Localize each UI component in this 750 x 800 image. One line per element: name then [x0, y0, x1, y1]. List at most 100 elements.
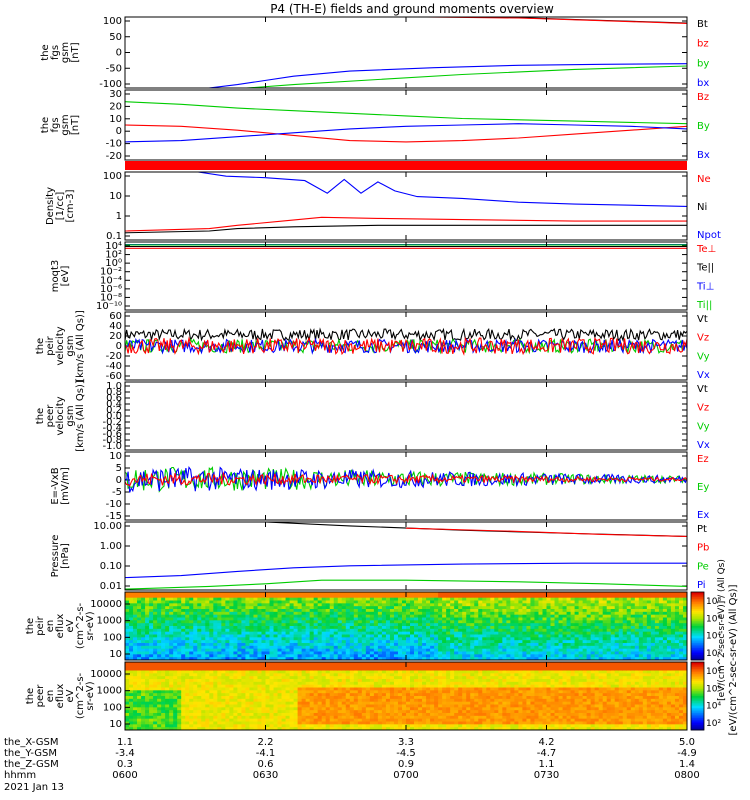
- heatmap-cell: [406, 645, 411, 650]
- heatmap-cell: [566, 617, 571, 621]
- heatmap-cell: [590, 606, 596, 610]
- heatmap-cell: [634, 606, 640, 610]
- heatmap-cell: [185, 648, 190, 652]
- heatmap-cell: [401, 620, 407, 624]
- heatmap-cell: [438, 651, 443, 655]
- heatmap-cell: [245, 679, 250, 683]
- heatmap-cell: [297, 628, 303, 633]
- heatmap-cell: [237, 643, 242, 647]
- heatmap-cell: [381, 645, 387, 650]
- heatmap-cell: [245, 623, 250, 627]
- heatmap-cell: [618, 597, 624, 601]
- heatmap-cell: [578, 626, 584, 630]
- heatmap-cell: [373, 597, 379, 601]
- heatmap-cell: [414, 600, 419, 604]
- heatmap-cell: [626, 640, 632, 644]
- heatmap-cell: [257, 623, 262, 627]
- heatmap-cell: [229, 673, 234, 677]
- heatmap-cell: [301, 640, 307, 644]
- heatmap-cell: [169, 673, 174, 677]
- heatmap-cell: [137, 609, 142, 613]
- heatmap-cell: [173, 620, 178, 624]
- heatmap-cell: [185, 713, 190, 717]
- heatmap-cell: [345, 645, 351, 650]
- heatmap-cell: [462, 597, 467, 601]
- heatmap-cell: [221, 718, 226, 722]
- heatmap-cell: [225, 592, 230, 596]
- heatmap-cell: [245, 673, 250, 677]
- heatmap-cell: [305, 648, 311, 652]
- heatmap-cell: [321, 696, 327, 700]
- heatmap-cell: [674, 603, 680, 607]
- heatmap-cell: [157, 696, 162, 700]
- heatmap-cell: [281, 614, 286, 618]
- heatmap-cell: [217, 611, 222, 616]
- heatmap-cell: [389, 592, 395, 596]
- heatmap-cell: [450, 628, 455, 633]
- heatmap-cell: [301, 727, 307, 731]
- heatmap-cell: [506, 606, 511, 610]
- heatmap-cell: [185, 654, 190, 658]
- heatmap-cell: [253, 701, 258, 705]
- heatmap-cell: [590, 654, 596, 658]
- heatmap-cell: [125, 654, 130, 658]
- heatmap-cell: [273, 704, 278, 708]
- heatmap-cell: [189, 634, 194, 638]
- heatmap-cell: [590, 620, 596, 624]
- panel-frame: [124, 171, 688, 241]
- heatmap-cell: [213, 721, 218, 725]
- heatmap-cell: [650, 648, 656, 652]
- heatmap-cell: [365, 600, 371, 604]
- heatmap-cell: [133, 673, 138, 677]
- y-axis-label: the peer velocity gsm [km/s (All Qs)]: [35, 380, 86, 452]
- heatmap-cell: [221, 651, 226, 655]
- heatmap-cell: [426, 614, 431, 618]
- heatmap-cell: [510, 657, 515, 661]
- heatmap-cell: [542, 606, 547, 610]
- heatmap-cell: [662, 597, 668, 601]
- heatmap-cell: [253, 696, 258, 700]
- heatmap-cell: [393, 645, 399, 650]
- heatmap-cell: [205, 637, 210, 641]
- heatmap-cell: [173, 713, 178, 717]
- heatmap-cell: [249, 620, 254, 624]
- heatmap-cell: [446, 637, 451, 641]
- heatmap-cell: [129, 673, 134, 677]
- heatmap-cell: [642, 637, 648, 641]
- heatmap-cell: [257, 643, 262, 647]
- heatmap-cell: [189, 614, 194, 618]
- heatmap-cell: [662, 609, 668, 613]
- heatmap-cell: [426, 631, 431, 635]
- heatmap-cell: [418, 597, 423, 601]
- heatmap-cell: [213, 603, 218, 607]
- heatmap-cell: [265, 600, 270, 604]
- heatmap-cell: [249, 651, 254, 655]
- heatmap-cell: [498, 609, 503, 613]
- heatmap-cell: [341, 648, 347, 652]
- heatmap-cell: [273, 637, 278, 641]
- heatmap-cell: [205, 670, 210, 674]
- heatmap-cell: [337, 623, 343, 627]
- heatmap-cell: [514, 606, 519, 610]
- heatmap-cell: [245, 687, 250, 691]
- heatmap-cell: [638, 617, 644, 621]
- heatmap-cell: [185, 704, 190, 708]
- heatmap-cell: [406, 603, 411, 607]
- heatmap-cell: [325, 637, 331, 641]
- heatmap-cell: [638, 626, 644, 630]
- heatmap-cell: [602, 640, 608, 644]
- heatmap-cell: [165, 634, 170, 638]
- heatmap-cell: [277, 679, 282, 683]
- heatmap-cell: [173, 670, 178, 674]
- heatmap-cell: [165, 721, 170, 725]
- heatmap-cell: [638, 628, 644, 633]
- heatmap-cell: [662, 637, 668, 641]
- heatmap-cell: [458, 651, 463, 655]
- heatmap-cell: [446, 648, 451, 652]
- heatmap-cell: [654, 620, 660, 624]
- heatmap-cell: [389, 611, 395, 616]
- figure-title: P4 (TH-E) fields and ground moments over…: [270, 2, 554, 16]
- heatmap-cell: [337, 626, 343, 630]
- heatmap-cell: [594, 592, 600, 596]
